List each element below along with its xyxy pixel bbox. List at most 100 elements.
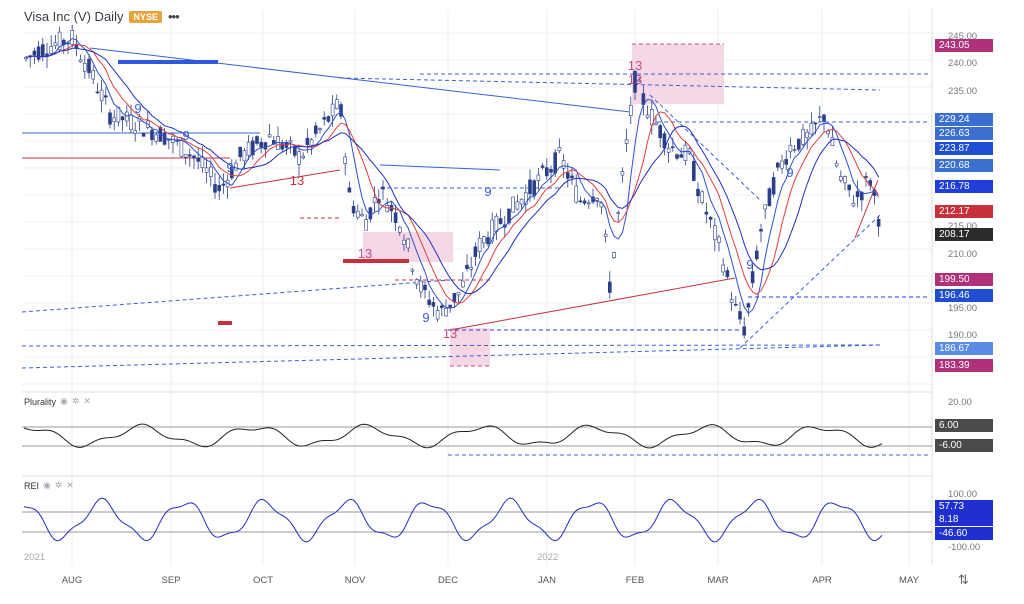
highlight-zone — [450, 328, 490, 366]
candle — [704, 211, 709, 215]
candle — [280, 143, 285, 150]
candle — [238, 146, 242, 158]
candle — [759, 229, 763, 232]
candle — [544, 167, 549, 177]
swap-vertical-icon[interactable]: ⇅ — [958, 572, 969, 587]
candle — [536, 174, 541, 181]
candle — [481, 236, 486, 244]
candle — [670, 146, 675, 149]
price-axis-label: 215.00 — [948, 221, 978, 232]
candle — [754, 250, 759, 260]
plurality-line — [23, 423, 883, 449]
rei-pane-label: REI ◉ ✲ ✕ — [24, 480, 74, 491]
candle — [326, 116, 331, 122]
eye-icon[interactable]: ◉ — [43, 480, 51, 490]
more-options-icon[interactable]: ••• — [167, 9, 180, 24]
candle — [612, 252, 616, 258]
candle — [221, 183, 226, 186]
time-axis-label: AUG — [61, 575, 83, 586]
candle — [108, 112, 112, 125]
level-marker — [118, 60, 218, 64]
candle — [666, 147, 671, 153]
trendline — [379, 164, 501, 171]
candle — [444, 308, 448, 317]
gear-icon[interactable]: ✲ — [71, 396, 80, 406]
close-icon[interactable]: ✕ — [83, 396, 91, 406]
candle — [406, 238, 411, 249]
candle — [607, 281, 612, 293]
indicator-axis-label: 20.00 — [948, 397, 972, 408]
candle — [372, 197, 377, 204]
candle — [460, 280, 465, 288]
candle — [620, 171, 625, 176]
candle — [830, 136, 835, 146]
candle — [141, 133, 146, 137]
price-tag: 183.39 — [935, 359, 993, 372]
candle — [355, 210, 360, 218]
trendline — [649, 94, 761, 201]
time-axis-label: JAN — [538, 575, 556, 586]
candle — [691, 161, 696, 181]
candle — [843, 176, 847, 184]
chart-header: Visa Inc (V) Daily NYSE ••• — [24, 9, 180, 24]
price-tag: 229.24 — [935, 113, 993, 126]
candle — [330, 103, 335, 117]
moving-average-fast — [25, 38, 880, 314]
candle — [242, 150, 247, 162]
close-icon[interactable]: ✕ — [66, 480, 74, 490]
price-axis-label: 195.00 — [948, 303, 978, 314]
candle — [213, 184, 217, 193]
candle — [91, 70, 95, 80]
price-tag: 226.63 — [935, 127, 993, 140]
candle — [738, 311, 742, 320]
candle — [251, 140, 255, 156]
candle — [616, 212, 621, 214]
count-annotation: 9 — [786, 165, 793, 180]
candle — [515, 201, 520, 210]
price-tag: 223.87 — [935, 142, 993, 155]
candle — [628, 104, 633, 116]
price-tag: 199.50 — [935, 273, 993, 286]
candle — [423, 284, 427, 291]
plurality-label: Plurality — [24, 396, 57, 407]
candle — [507, 208, 511, 224]
candle — [679, 154, 684, 158]
price-tag: 208.17 — [935, 228, 993, 241]
candle — [683, 144, 688, 161]
candle — [410, 269, 415, 272]
candle — [494, 215, 499, 232]
indicator-axis-label: 100.00 — [948, 489, 978, 500]
gear-icon[interactable]: ✲ — [54, 480, 63, 490]
candle — [721, 264, 726, 273]
candle — [259, 141, 264, 148]
candle — [439, 305, 444, 308]
candle — [57, 31, 62, 51]
candle — [712, 225, 717, 241]
candle — [99, 89, 104, 102]
candle — [83, 63, 87, 72]
candle — [292, 146, 297, 156]
candle — [582, 200, 587, 204]
time-axis-label: OCT — [252, 575, 274, 586]
candle — [32, 50, 37, 56]
time-axis-label: SEP — [161, 575, 181, 586]
exchange-badge: NYSE — [129, 10, 162, 23]
candle — [230, 166, 234, 179]
candle — [796, 138, 801, 150]
candle — [519, 198, 524, 205]
count-annotation: 9 — [226, 160, 233, 175]
candle — [263, 142, 268, 150]
count-annotation: 13 — [358, 246, 372, 261]
candle — [288, 140, 293, 143]
candle — [586, 202, 591, 205]
candle — [746, 303, 751, 308]
candle — [490, 219, 495, 242]
candle — [364, 219, 369, 231]
candle — [784, 159, 789, 165]
time-axis-label: FEB — [625, 575, 645, 586]
candle — [771, 177, 776, 195]
candle — [654, 122, 658, 125]
candle — [154, 134, 158, 142]
eye-icon[interactable]: ◉ — [60, 396, 68, 406]
